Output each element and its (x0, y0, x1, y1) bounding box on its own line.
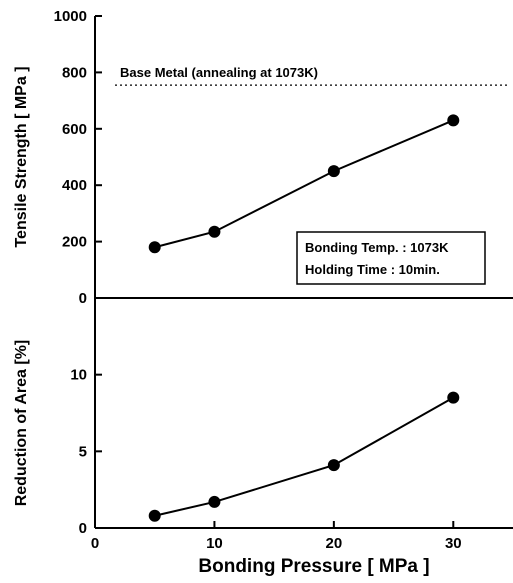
tensile-strength-axis-label: Tensile Strength [ MPa ] (13, 66, 30, 247)
y-tick-label: 0 (79, 290, 87, 307)
reduction-of-area-point (327, 459, 340, 472)
conditions-box: Bonding Temp. : 1073K Holding Time : 10m… (296, 231, 486, 285)
conditions-line-time: Holding Time : 10min. (305, 262, 440, 277)
conditions-line-temp: Bonding Temp. : 1073K (305, 240, 449, 255)
y-tick-label: 200 (62, 234, 87, 251)
tensile-strength-line (154, 119, 454, 249)
y-tick-label: 600 (62, 121, 87, 138)
tensile-strength-series (148, 114, 460, 254)
y-tick-label: 800 (62, 64, 87, 81)
tensile-strength-point (148, 241, 161, 254)
tensile-strength-point (327, 165, 340, 178)
reduction-of-area-point (148, 509, 161, 522)
reduction-of-area-series (148, 391, 460, 522)
y-tick-label: 400 (62, 177, 87, 194)
bonding-pressure-axis-label: Bonding Pressure [ MPa ] (198, 556, 429, 577)
reduction-of-area-line (154, 396, 454, 517)
x-tick-label: 30 (445, 535, 462, 552)
conditions-box-frame (296, 231, 486, 285)
x-tick-label: 20 (326, 535, 343, 552)
reduction-of-area-point (208, 495, 221, 508)
y-tick-label: 10 (70, 367, 87, 384)
tensile-strength-panel: 0 200 400 600 800 1000 Base Metal (annealing … (13, 8, 509, 307)
reduction-of-area-axis-label: Reduction of Area [%] (13, 340, 30, 507)
tensile-strength-point (447, 114, 460, 127)
reduction-of-area-axes: 0 5 10 0 10 20 30 (70, 297, 513, 552)
y-tick-label: 1000 (54, 8, 87, 25)
y-tick-label: 5 (79, 443, 87, 460)
base-metal-label: Base Metal (annealing at 1073K) (120, 65, 318, 80)
tensile-strength-point (208, 225, 221, 238)
x-tick-label: 10 (206, 535, 223, 552)
base-metal-reference: Base Metal (annealing at 1073K) (115, 65, 509, 86)
reduction-of-area-point (447, 391, 460, 404)
reduction-of-area-panel: 0 5 10 0 10 20 30 Reduction of Area [%] Bondin… (13, 297, 513, 577)
tensile-strength-axes: 0 200 400 600 800 1000 (54, 8, 102, 307)
y-tick-label: 0 (79, 520, 87, 537)
x-tick-label: 0 (91, 535, 99, 552)
